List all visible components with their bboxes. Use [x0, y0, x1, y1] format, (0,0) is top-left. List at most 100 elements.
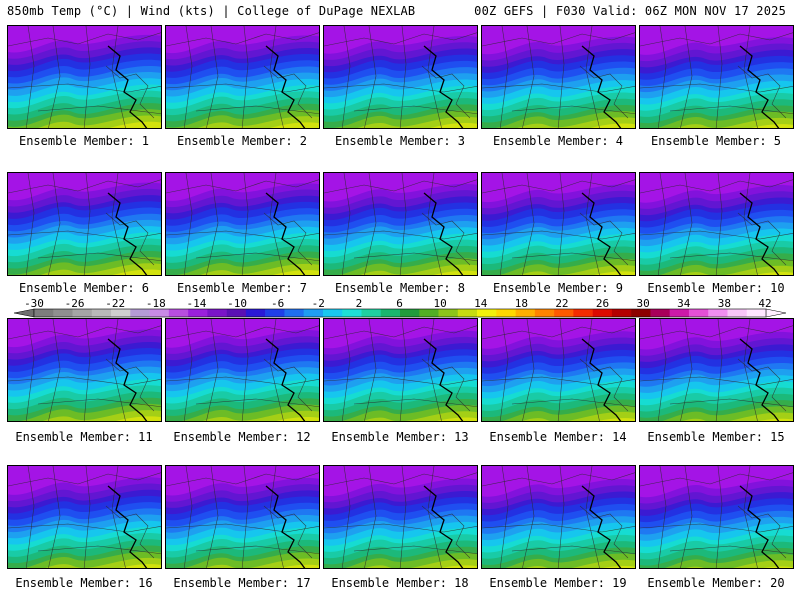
colorbar-swatch: [91, 309, 112, 317]
colorbar-tick-label: 22: [555, 297, 569, 310]
colorbar-swatch: [554, 309, 574, 317]
colorbar-min-arrow: [13, 308, 35, 318]
ensemble-member-label: Ensemble Member: 2: [176, 134, 308, 148]
colorbar-swatch: [322, 309, 343, 317]
colorbar-tick-label: 10: [433, 297, 447, 310]
ensemble-member-map: [639, 465, 794, 569]
ensemble-member-label: Ensemble Member: 17: [173, 576, 311, 590]
ensemble-member-map: [165, 318, 320, 422]
colorbar-swatch: [149, 309, 170, 317]
ensemble-member-map: [639, 318, 794, 422]
colorbar-tick-label: -14: [186, 297, 207, 310]
colorbar-tick-label: 14: [474, 297, 488, 310]
ensemble-member-label: Ensemble Member: 6: [18, 281, 150, 295]
ensemble-member-label: Ensemble Member: 16: [15, 576, 153, 590]
colorbar-swatch: [496, 309, 516, 317]
colorbar-swatch: [400, 309, 420, 317]
ensemble-member-map: [481, 318, 636, 422]
colorbar-tick-label: 38: [717, 297, 731, 310]
ensemble-member-label: Ensemble Member: 19: [489, 576, 627, 590]
colorbar-swatch: [573, 309, 593, 317]
colorbar-tick-label: -18: [145, 297, 166, 310]
ensemble-member-label: Ensemble Member: 12: [173, 430, 311, 444]
colorbar-swatch: [342, 309, 362, 317]
colorbar-tick-label: 6: [396, 297, 403, 310]
colorbar-swatch: [284, 309, 304, 317]
colorbar-swatch: [688, 309, 709, 317]
colorbar-swatch: [650, 309, 670, 317]
colorbar-tick-label: 26: [595, 297, 610, 310]
ensemble-member-map: [7, 172, 162, 276]
ensemble-member-label: Ensemble Member: 15: [647, 430, 785, 444]
ensemble-member-map: [7, 465, 162, 569]
map-title: 850mb Temp (°C) | Wind (kts) | College o…: [7, 4, 416, 18]
colorbar-swatch: [708, 309, 728, 317]
ensemble-member-map: [323, 318, 478, 422]
ensemble-member-map: [323, 172, 478, 276]
colorbar-swatch: [303, 309, 324, 317]
ensemble-member-label: Ensemble Member: 20: [647, 576, 785, 590]
colorbar-tick-label: 30: [636, 297, 650, 310]
ensemble-member-label: Ensemble Member: 18: [331, 576, 469, 590]
colorbar-tick-label: 34: [677, 297, 691, 310]
colorbar-tick-label: -10: [227, 297, 247, 310]
forecast-valid-time: 00Z GEFS | F030 Valid: 06Z MON NOV 17 20…: [474, 4, 786, 18]
colorbar-swatch: [631, 309, 651, 317]
ensemble-member-label: Ensemble Member: 8: [334, 281, 466, 295]
ensemble-member-label: Ensemble Member: 4: [492, 134, 624, 148]
colorbar-swatch: [746, 309, 767, 317]
colorbar-swatch: [207, 309, 227, 317]
colorbar-swatch: [534, 309, 555, 317]
colorbar-tick-label: -26: [64, 297, 85, 310]
colorbar-swatch: [111, 309, 131, 317]
ensemble-member-map: [639, 25, 794, 129]
ensemble-member-map: [481, 465, 636, 569]
colorbar-swatch: [727, 309, 748, 317]
ensemble-member-map: [165, 172, 320, 276]
colorbar-tick-label: 2: [355, 297, 363, 310]
ensemble-member-label: Ensemble Member: 5: [650, 134, 782, 148]
ensemble-member-label: Ensemble Member: 13: [331, 430, 469, 444]
colorbar-swatch: [592, 309, 613, 317]
ensemble-member-map: [7, 25, 162, 129]
ensemble-member-label: Ensemble Member: 10: [647, 281, 785, 295]
colorbar-swatch: [168, 309, 189, 317]
colorbar-swatch: [188, 309, 208, 317]
ensemble-member-map: [165, 25, 320, 129]
colorbar-swatch: [245, 309, 266, 317]
ensemble-member-map: [481, 172, 636, 276]
colorbar-tick-label: 18: [514, 297, 528, 310]
colorbar-swatch: [611, 309, 632, 317]
ensemble-member-label: Ensemble Member: 11: [15, 430, 153, 444]
colorbar-swatch: [419, 309, 439, 317]
colorbar-swatch: [438, 309, 459, 317]
colorbar-swatch: [130, 309, 150, 317]
ensemble-member-label: Ensemble Member: 1: [18, 134, 150, 148]
ensemble-member-map: [481, 25, 636, 129]
ensemble-member-map: [323, 25, 478, 129]
colorbar-swatch: [72, 309, 93, 317]
colorbar-tick-label: 42: [758, 297, 772, 310]
ensemble-member-map: [165, 465, 320, 569]
colorbar-tick-label: -6: [271, 297, 285, 310]
ensemble-member-map: [7, 318, 162, 422]
colorbar-swatch: [380, 309, 401, 317]
temperature-colorbar: [13, 308, 787, 318]
ensemble-member-label: Ensemble Member: 7: [176, 281, 308, 295]
colorbar-swatch: [669, 309, 690, 317]
ensemble-member-label: Ensemble Member: 14: [489, 430, 627, 444]
colorbar-swatch: [477, 309, 497, 317]
colorbar-swatch: [53, 309, 73, 317]
colorbar-tick-label: -22: [105, 297, 126, 310]
colorbar-swatch: [34, 309, 54, 317]
ensemble-member-label: Ensemble Member: 9: [492, 281, 624, 295]
colorbar-max-arrow: [765, 308, 787, 318]
colorbar-swatch: [226, 309, 247, 317]
ensemble-member-map: [323, 465, 478, 569]
ensemble-member-label: Ensemble Member: 3: [334, 134, 466, 148]
ensemble-member-map: [639, 172, 794, 276]
colorbar-swatch: [265, 309, 285, 317]
colorbar-tick-label: -2: [311, 297, 325, 310]
colorbar-swatch: [515, 309, 536, 317]
colorbar-tick-label: -30: [24, 297, 44, 310]
